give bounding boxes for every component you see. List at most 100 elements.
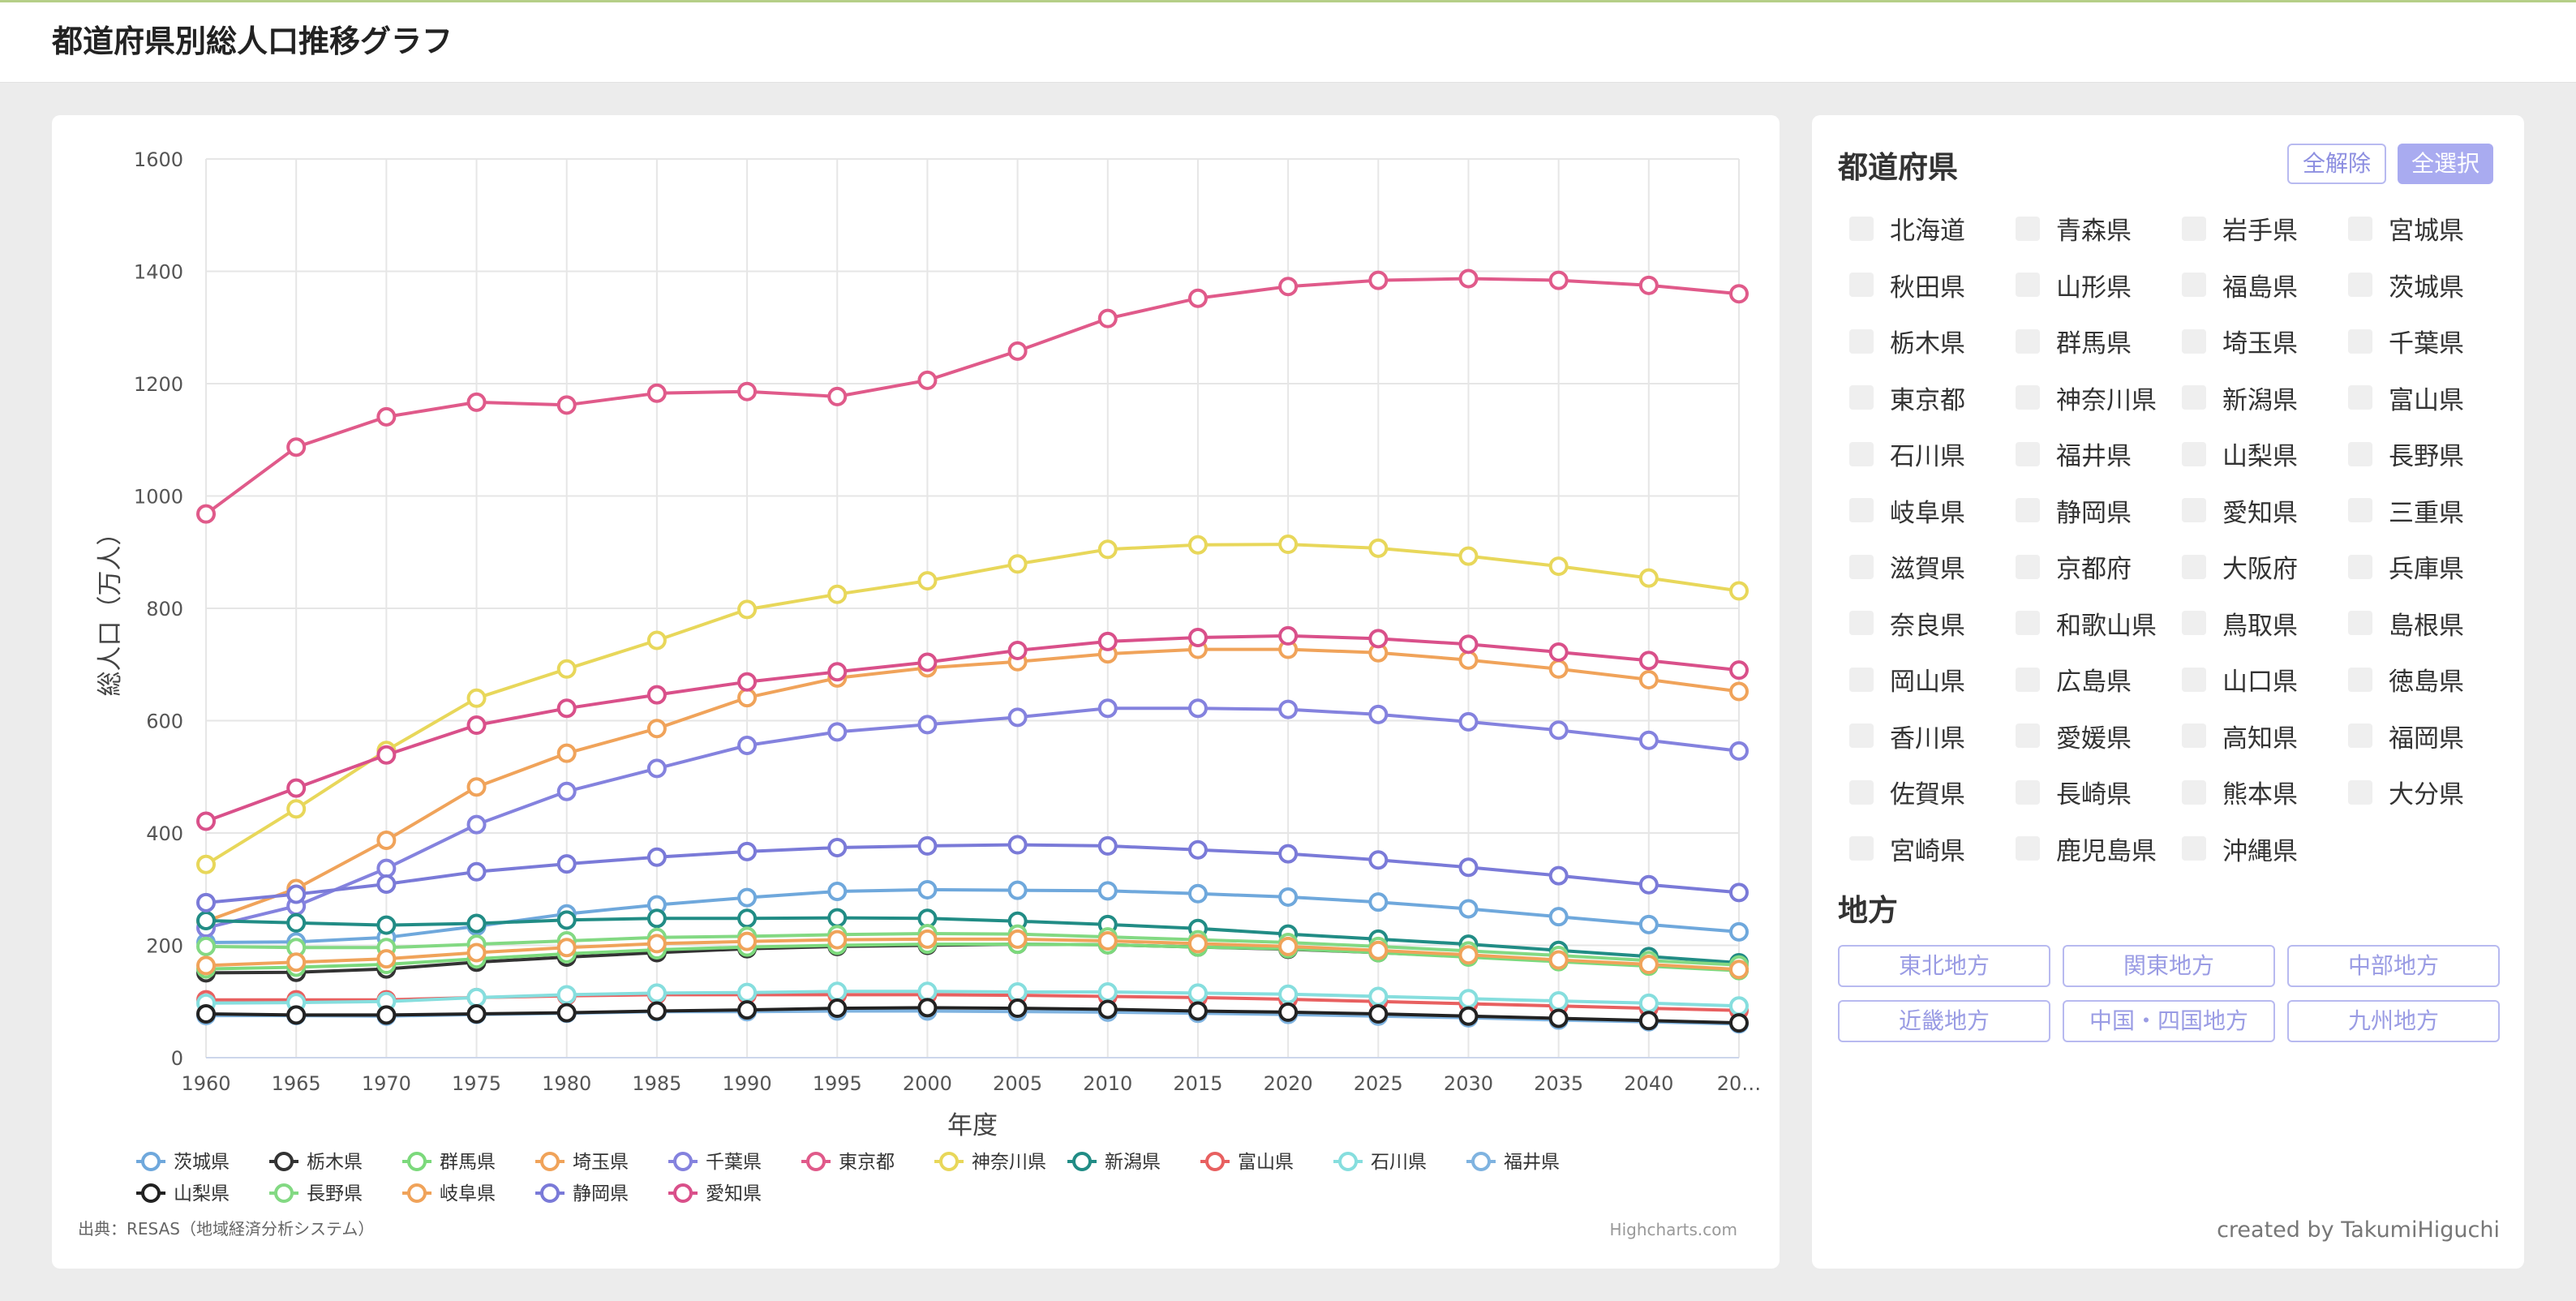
checkbox[interactable] [2182, 723, 2206, 749]
prefecture-checkbox-item[interactable]: 熊本県 [2182, 764, 2348, 821]
prefecture-checkbox-item[interactable]: 島根県 [2348, 595, 2514, 652]
checkbox[interactable] [2016, 273, 2040, 298]
checkbox[interactable] [2016, 554, 2040, 579]
checkbox[interactable] [2016, 779, 2040, 805]
prefecture-checkbox-item[interactable]: 三重県 [2348, 483, 2514, 539]
checkbox[interactable] [2016, 385, 2040, 410]
checkbox[interactable] [1849, 611, 1874, 636]
checkbox[interactable] [2348, 554, 2372, 579]
clear-all-button[interactable]: 全解除 [2287, 144, 2386, 184]
prefecture-checkbox-item[interactable]: 埼玉県 [2182, 313, 2348, 370]
region-button[interactable]: 中部地方 [2287, 945, 2500, 987]
prefecture-checkbox-item[interactable]: 鳥取県 [2182, 595, 2348, 652]
prefecture-checkbox-item[interactable]: 富山県 [2348, 370, 2514, 427]
checkbox[interactable] [1849, 216, 1874, 241]
checkbox[interactable] [1849, 667, 1874, 692]
region-button[interactable]: 中国・四国地方 [2063, 1000, 2275, 1042]
prefecture-checkbox-item[interactable]: 大分県 [2348, 764, 2514, 821]
checkbox[interactable] [1849, 441, 1874, 466]
checkbox[interactable] [2182, 498, 2206, 523]
prefecture-checkbox-item[interactable]: 愛知県 [2182, 483, 2348, 539]
prefecture-checkbox-item[interactable]: 山形県 [2016, 257, 2182, 314]
prefecture-checkbox-item[interactable]: 東京都 [1849, 370, 2016, 427]
checkbox[interactable] [2182, 385, 2206, 410]
checkbox[interactable] [1849, 779, 1874, 805]
checkbox[interactable] [2016, 667, 2040, 692]
checkbox[interactable] [2182, 611, 2206, 636]
checkbox[interactable] [2182, 273, 2206, 298]
checkbox[interactable] [2182, 836, 2206, 861]
prefecture-checkbox-item[interactable]: 青森県 [2016, 200, 2182, 257]
checkbox[interactable] [2182, 667, 2206, 692]
prefecture-checkbox-item[interactable]: 奈良県 [1849, 595, 2016, 652]
prefecture-checkbox-item[interactable]: 静岡県 [2016, 483, 2182, 539]
prefecture-checkbox-item[interactable]: 岐阜県 [1849, 483, 2016, 539]
checkbox[interactable] [2016, 611, 2040, 636]
prefecture-checkbox-item[interactable]: 北海道 [1849, 200, 2016, 257]
checkbox[interactable] [2348, 273, 2372, 298]
prefecture-checkbox-item[interactable]: 福岡県 [2348, 708, 2514, 765]
checkbox[interactable] [2348, 385, 2372, 410]
checkbox[interactable] [2182, 328, 2206, 354]
prefecture-checkbox-item[interactable]: 千葉県 [2348, 313, 2514, 370]
prefecture-checkbox-item[interactable]: 栃木県 [1849, 313, 2016, 370]
checkbox[interactable] [2348, 723, 2372, 749]
prefecture-checkbox-item[interactable]: 高知県 [2182, 708, 2348, 765]
checkbox[interactable] [2348, 611, 2372, 636]
checkbox[interactable] [2348, 441, 2372, 466]
prefecture-checkbox-item[interactable]: 鹿児島県 [2016, 821, 2182, 878]
prefecture-checkbox-item[interactable]: 大阪府 [2182, 539, 2348, 595]
region-button[interactable]: 九州地方 [2287, 1000, 2500, 1042]
prefecture-checkbox-item[interactable]: 沖縄県 [2182, 821, 2348, 878]
prefecture-checkbox-item[interactable]: 新潟県 [2182, 370, 2348, 427]
checkbox[interactable] [2348, 498, 2372, 523]
prefecture-checkbox-item[interactable]: 山口県 [2182, 651, 2348, 708]
checkbox[interactable] [2348, 216, 2372, 241]
checkbox[interactable] [2016, 723, 2040, 749]
prefecture-checkbox-item[interactable]: 秋田県 [1849, 257, 2016, 314]
checkbox[interactable] [2182, 779, 2206, 805]
prefecture-checkbox-item[interactable]: 広島県 [2016, 651, 2182, 708]
checkbox[interactable] [2182, 216, 2206, 241]
region-button[interactable]: 関東地方 [2063, 945, 2275, 987]
prefecture-checkbox-item[interactable]: 岡山県 [1849, 651, 2016, 708]
checkbox[interactable] [2016, 441, 2040, 466]
region-button[interactable]: 東北地方 [1838, 945, 2050, 987]
prefecture-checkbox-item[interactable]: 群馬県 [2016, 313, 2182, 370]
prefecture-checkbox-item[interactable]: 香川県 [1849, 708, 2016, 765]
checkbox[interactable] [2182, 554, 2206, 579]
checkbox[interactable] [1849, 554, 1874, 579]
prefecture-checkbox-item[interactable]: 岩手県 [2182, 200, 2348, 257]
checkbox[interactable] [1849, 498, 1874, 523]
checkbox[interactable] [2016, 498, 2040, 523]
prefecture-checkbox-item[interactable]: 愛媛県 [2016, 708, 2182, 765]
checkbox[interactable] [2016, 216, 2040, 241]
checkbox[interactable] [1849, 273, 1874, 298]
prefecture-checkbox-item[interactable]: 兵庫県 [2348, 539, 2514, 595]
prefecture-checkbox-item[interactable]: 石川県 [1849, 426, 2016, 483]
prefecture-checkbox-item[interactable]: 宮城県 [2348, 200, 2514, 257]
prefecture-checkbox-item[interactable]: 茨城県 [2348, 257, 2514, 314]
prefecture-checkbox-item[interactable]: 神奈川県 [2016, 370, 2182, 427]
checkbox[interactable] [1849, 385, 1874, 410]
checkbox[interactable] [2016, 836, 2040, 861]
checkbox[interactable] [2016, 328, 2040, 354]
checkbox[interactable] [1849, 328, 1874, 354]
prefecture-checkbox-item[interactable]: 和歌山県 [2016, 595, 2182, 652]
checkbox[interactable] [2348, 667, 2372, 692]
prefecture-checkbox-item[interactable]: 山梨県 [2182, 426, 2348, 483]
checkbox[interactable] [2348, 328, 2372, 354]
prefecture-checkbox-item[interactable]: 長崎県 [2016, 764, 2182, 821]
prefecture-checkbox-item[interactable]: 佐賀県 [1849, 764, 2016, 821]
checkbox[interactable] [1849, 723, 1874, 749]
prefecture-checkbox-item[interactable]: 宮崎県 [1849, 821, 2016, 878]
prefecture-checkbox-item[interactable]: 徳島県 [2348, 651, 2514, 708]
checkbox[interactable] [2182, 441, 2206, 466]
checkbox[interactable] [2348, 779, 2372, 805]
prefecture-checkbox-item[interactable]: 滋賀県 [1849, 539, 2016, 595]
prefecture-checkbox-item[interactable]: 福井県 [2016, 426, 2182, 483]
checkbox[interactable] [1849, 836, 1874, 861]
prefecture-checkbox-item[interactable]: 京都府 [2016, 539, 2182, 595]
select-all-button[interactable]: 全選択 [2398, 144, 2493, 184]
region-button[interactable]: 近畿地方 [1838, 1000, 2050, 1042]
